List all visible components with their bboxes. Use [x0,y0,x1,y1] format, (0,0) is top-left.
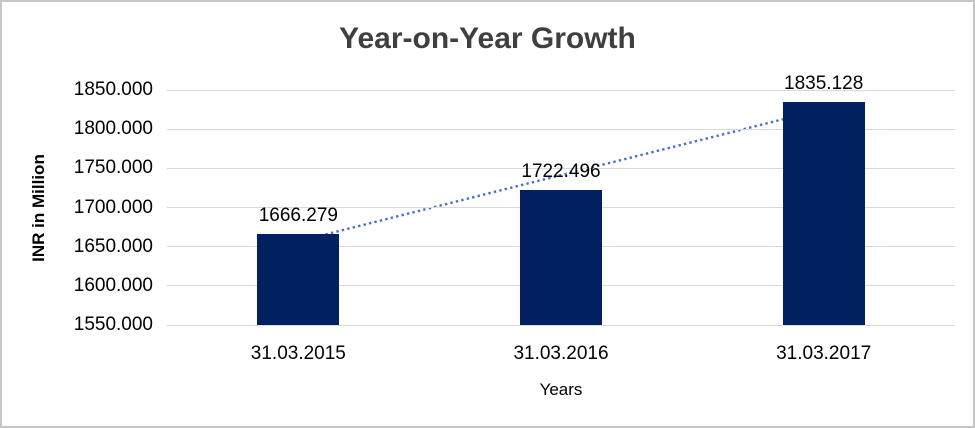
y-tick-label: 1850.000 [73,79,153,100]
bar [782,101,865,325]
gridline [167,128,955,130]
gridline [167,324,955,326]
y-tick-label: 1750.000 [73,157,153,179]
y-tick-label: 1550.000 [73,314,153,335]
y-tick-label: 1600.000 [73,274,153,296]
gridline [167,89,955,91]
bar-data-label: 1666.279 [258,204,338,226]
x-tick-label: 31.03.2015 [250,343,346,364]
gridline [167,167,955,169]
y-tick-label: 1700.000 [73,196,153,218]
x-tick-label: 31.03.2016 [513,343,609,364]
bar [257,233,340,325]
y-tick-label: 1650.000 [73,235,153,257]
y-tick-label: 1800.000 [73,118,153,140]
bar-data-label: 1722.496 [521,160,601,182]
x-axis-title: Years [539,380,583,399]
chart-title: Year-on-Year Growth [339,22,636,55]
x-tick-label: 31.03.2017 [776,343,872,364]
bar-data-label: 1835.128 [784,72,864,94]
bar [520,189,602,325]
